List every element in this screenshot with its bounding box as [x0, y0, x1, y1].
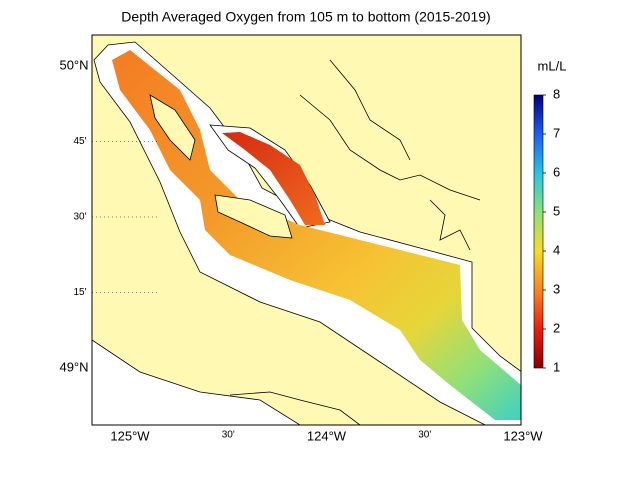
colorbar-label: mL/L	[538, 58, 567, 73]
colorbar-tick-label: 6	[553, 164, 560, 179]
colorbar-tick-label: 7	[553, 125, 560, 140]
oxygen-field-inlet	[222, 132, 325, 225]
water	[92, 339, 301, 425]
coastline	[299, 94, 481, 201]
colorbar-tick-label: 8	[553, 86, 560, 101]
colorbar-ticks: 1 2 3 4 5 6 7 8	[543, 86, 560, 374]
coastline	[329, 59, 411, 161]
island	[149, 94, 196, 161]
colorbar-tick-label: 1	[553, 359, 560, 374]
longitude-labels: 125°W 30' 124°W 30' 123°W	[110, 428, 543, 443]
colorbar-tick-label: 5	[553, 203, 560, 218]
coastline	[229, 391, 361, 425]
oxygen-field	[112, 50, 521, 420]
island	[214, 194, 293, 239]
longitude-label: 124°W	[307, 428, 347, 443]
coastline	[429, 199, 471, 251]
colorbar	[533, 94, 544, 369]
longitude-label: 123°W	[503, 428, 543, 443]
latitude-label: 49°N	[59, 359, 88, 374]
colorbar-tick-label: 3	[553, 281, 560, 296]
latitude-labels: 50°N 45' 30' 15' 49°N	[59, 57, 160, 374]
latitude-label: 45'	[73, 136, 86, 147]
map-title: Depth Averaged Oxygen from 105 m to bott…	[121, 9, 490, 25]
map-frame	[91, 34, 522, 426]
latitude-label: 30'	[73, 212, 86, 223]
latitude-label: 15'	[73, 287, 86, 298]
colorbar-tick-label: 4	[553, 242, 560, 257]
longitude-label: 30'	[222, 430, 235, 441]
longitude-label: 125°W	[110, 428, 150, 443]
longitude-label: 30'	[418, 430, 431, 441]
latitude-label: 50°N	[59, 57, 88, 72]
map-area	[92, 35, 521, 425]
colorbar-tick-label: 2	[553, 320, 560, 335]
